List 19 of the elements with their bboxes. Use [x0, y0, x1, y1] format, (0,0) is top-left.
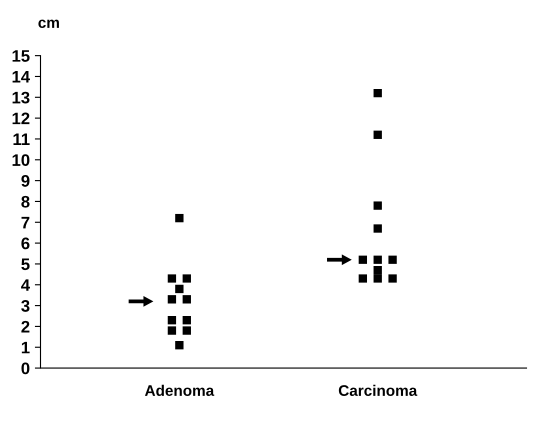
y-tick-label: 8 — [21, 196, 30, 208]
y-tick-label: 12 — [12, 112, 30, 124]
y-tick-label: 7 — [22, 216, 30, 228]
y-tick-label: 5 — [21, 258, 30, 270]
y-tick-label: 2 — [21, 320, 30, 332]
y-tick-label: 10 — [12, 154, 30, 166]
y-tick-label: 15 — [12, 50, 30, 62]
y-tick-label: 13 — [12, 92, 30, 104]
y-tick-label: 1 — [22, 342, 30, 354]
y-tick-label: 4 — [21, 279, 30, 291]
y-tick-label: 0 — [21, 362, 30, 374]
y-tick-label: 14 — [12, 71, 30, 83]
y-tick-label: 9 — [21, 175, 30, 187]
y-tick-label: 3 — [21, 300, 30, 312]
y-tick-label: 6 — [21, 238, 30, 250]
y-tick-label: 11 — [14, 134, 30, 145]
y-axis-title: cm — [38, 20, 59, 28]
x-tick-label: Carcinoma — [338, 384, 418, 396]
x-tick-label: Adenoma — [144, 384, 214, 396]
